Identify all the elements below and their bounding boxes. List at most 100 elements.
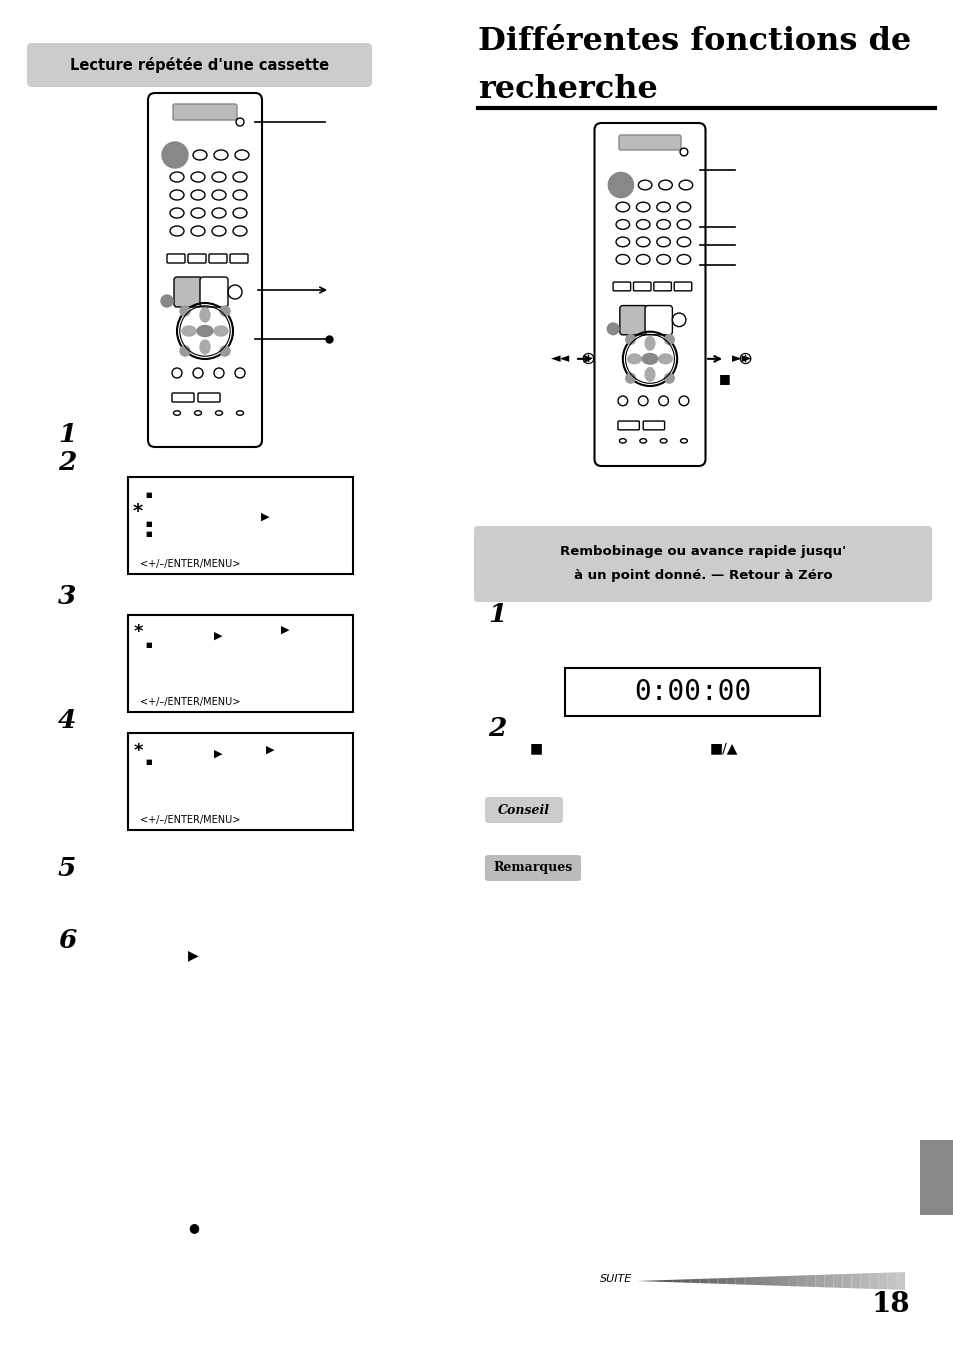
Circle shape	[625, 335, 635, 345]
Ellipse shape	[658, 354, 672, 363]
FancyBboxPatch shape	[642, 422, 664, 430]
Polygon shape	[780, 1275, 788, 1286]
Polygon shape	[850, 1274, 860, 1289]
Ellipse shape	[233, 172, 247, 182]
Text: ▶: ▶	[188, 948, 198, 962]
Polygon shape	[708, 1278, 717, 1283]
Text: ▶: ▶	[260, 512, 269, 521]
Ellipse shape	[233, 208, 247, 218]
Ellipse shape	[173, 411, 180, 415]
Circle shape	[180, 305, 190, 316]
Ellipse shape	[170, 172, 184, 182]
Polygon shape	[797, 1275, 806, 1286]
Text: *: *	[132, 503, 143, 521]
Polygon shape	[770, 1277, 780, 1286]
Text: 1: 1	[58, 423, 76, 447]
FancyBboxPatch shape	[644, 305, 672, 335]
Ellipse shape	[196, 326, 213, 336]
Text: 6: 6	[58, 928, 76, 952]
Circle shape	[220, 305, 230, 316]
Ellipse shape	[234, 150, 249, 159]
Text: *: *	[133, 742, 143, 761]
Circle shape	[625, 373, 635, 384]
Ellipse shape	[636, 254, 649, 265]
Polygon shape	[886, 1273, 895, 1290]
Text: ⊕: ⊕	[579, 350, 595, 367]
FancyBboxPatch shape	[188, 254, 206, 263]
Ellipse shape	[215, 411, 222, 415]
Ellipse shape	[194, 411, 201, 415]
Ellipse shape	[636, 236, 649, 247]
Ellipse shape	[627, 354, 640, 363]
FancyBboxPatch shape	[172, 104, 236, 120]
FancyBboxPatch shape	[230, 254, 248, 263]
Ellipse shape	[638, 180, 651, 190]
Ellipse shape	[212, 172, 226, 182]
Bar	[564, 667, 820, 716]
Ellipse shape	[616, 254, 629, 265]
FancyBboxPatch shape	[618, 135, 680, 150]
Polygon shape	[725, 1278, 735, 1285]
Text: Différentes fonctions de: Différentes fonctions de	[477, 27, 910, 58]
Text: ■: ■	[145, 759, 152, 765]
Polygon shape	[654, 1281, 663, 1282]
Ellipse shape	[212, 190, 226, 200]
Ellipse shape	[213, 326, 228, 336]
FancyBboxPatch shape	[209, 254, 227, 263]
Ellipse shape	[170, 226, 184, 236]
Text: Rembobinage ou avance rapide jusqu': Rembobinage ou avance rapide jusqu'	[559, 546, 845, 558]
Ellipse shape	[233, 190, 247, 200]
Ellipse shape	[191, 172, 205, 182]
FancyBboxPatch shape	[200, 277, 228, 307]
Text: ■: ■	[530, 740, 542, 755]
FancyBboxPatch shape	[474, 526, 931, 603]
Circle shape	[664, 335, 674, 345]
Ellipse shape	[616, 203, 629, 212]
Polygon shape	[672, 1279, 681, 1282]
Text: 1: 1	[488, 603, 506, 627]
Ellipse shape	[636, 220, 649, 230]
FancyBboxPatch shape	[172, 393, 193, 403]
Text: 0:00:00: 0:00:00	[633, 678, 750, 707]
Text: ■/▲: ■/▲	[709, 740, 738, 755]
FancyBboxPatch shape	[618, 422, 639, 430]
Text: recherche: recherche	[477, 74, 657, 105]
Text: 4: 4	[58, 708, 76, 732]
Ellipse shape	[170, 190, 184, 200]
FancyBboxPatch shape	[619, 305, 646, 335]
Ellipse shape	[233, 226, 247, 236]
Ellipse shape	[636, 203, 649, 212]
Polygon shape	[841, 1274, 850, 1289]
Bar	[919, 1140, 953, 1215]
Text: ▶: ▶	[213, 631, 222, 640]
FancyBboxPatch shape	[613, 282, 630, 290]
Text: 3: 3	[58, 584, 76, 608]
Ellipse shape	[656, 203, 670, 212]
Text: ■: ■	[145, 521, 152, 527]
Bar	[128, 615, 353, 712]
Polygon shape	[815, 1275, 823, 1288]
FancyBboxPatch shape	[633, 282, 650, 290]
Polygon shape	[788, 1275, 797, 1286]
Text: Conseil: Conseil	[497, 804, 550, 816]
Ellipse shape	[679, 439, 686, 443]
Polygon shape	[735, 1278, 743, 1285]
Text: à un point donné. — Retour à Zéro: à un point donné. — Retour à Zéro	[573, 570, 831, 582]
Ellipse shape	[608, 173, 633, 197]
Text: ■: ■	[145, 642, 152, 648]
FancyBboxPatch shape	[198, 393, 220, 403]
FancyBboxPatch shape	[594, 123, 705, 466]
Text: ▶: ▶	[280, 626, 289, 635]
Polygon shape	[663, 1279, 672, 1282]
Ellipse shape	[213, 150, 228, 159]
Ellipse shape	[644, 336, 654, 350]
Ellipse shape	[191, 190, 205, 200]
Text: ■: ■	[719, 373, 730, 385]
FancyBboxPatch shape	[653, 282, 671, 290]
Polygon shape	[752, 1277, 761, 1285]
Polygon shape	[761, 1277, 770, 1286]
Ellipse shape	[182, 326, 195, 336]
Text: ■: ■	[145, 492, 152, 499]
Text: 2: 2	[58, 450, 76, 474]
Ellipse shape	[677, 220, 690, 230]
